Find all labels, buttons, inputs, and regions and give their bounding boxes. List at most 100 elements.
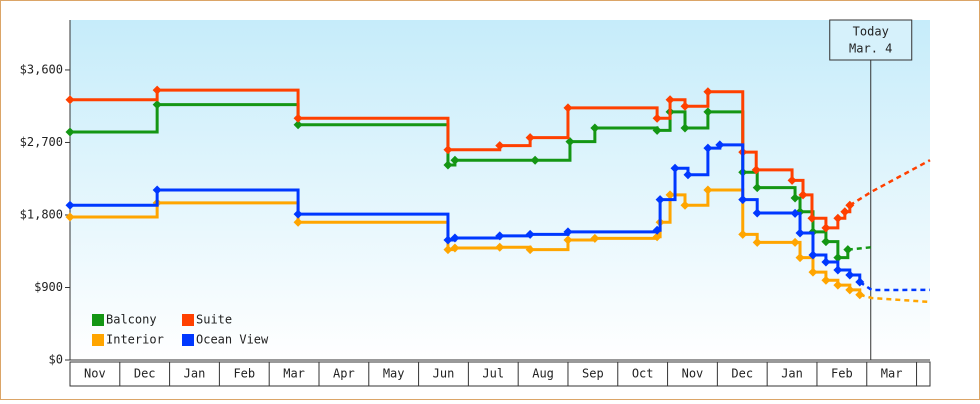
point: [751, 165, 761, 175]
y-tick-label: $3,600: [20, 62, 63, 76]
x-tick-label: Feb: [831, 367, 853, 381]
point: [665, 95, 675, 105]
point: [495, 242, 505, 252]
x-tick-label: Jul: [482, 367, 504, 381]
point: [65, 95, 75, 105]
point: [790, 208, 800, 218]
point: [530, 155, 540, 165]
point: [152, 185, 162, 195]
point: [821, 275, 831, 285]
point: [855, 277, 865, 287]
point: [703, 185, 713, 195]
point: [833, 265, 843, 275]
point: [590, 123, 600, 133]
point: [798, 190, 808, 200]
point: [65, 212, 75, 222]
legend-label: Ocean View: [196, 333, 269, 347]
x-tick-label: Jun: [433, 367, 455, 381]
point: [738, 195, 748, 205]
point: [845, 285, 855, 295]
point: [807, 213, 817, 223]
point: [680, 200, 690, 210]
point: [495, 141, 505, 151]
point: [683, 170, 693, 180]
legend-swatch: [92, 314, 104, 326]
point: [65, 200, 75, 210]
point: [821, 257, 831, 267]
point: [652, 125, 662, 135]
x-tick-label: Jan: [781, 367, 803, 381]
point: [795, 253, 805, 263]
point: [450, 243, 460, 253]
x-tick-label: Nov: [84, 367, 106, 381]
point: [152, 100, 162, 110]
point: [795, 228, 805, 238]
point: [843, 245, 853, 255]
point: [563, 227, 573, 237]
x-tick-label: Nov: [682, 367, 704, 381]
point: [450, 155, 460, 165]
point: [821, 237, 831, 247]
point: [833, 280, 843, 290]
point: [443, 235, 453, 245]
point: [495, 231, 505, 241]
point: [525, 133, 535, 143]
point: [738, 229, 748, 239]
x-tick-label: Aug: [532, 367, 554, 381]
point: [655, 195, 665, 205]
point: [680, 101, 690, 111]
point: [652, 225, 662, 235]
point: [752, 183, 762, 193]
y-tick-label: $1,800: [20, 207, 63, 221]
point: [715, 140, 725, 150]
point: [790, 237, 800, 247]
point: [443, 160, 453, 170]
x-tick-label: May: [383, 367, 405, 381]
point: [652, 113, 662, 123]
x-tick-label: Feb: [233, 367, 255, 381]
point: [293, 217, 303, 227]
point: [821, 223, 831, 233]
legend-swatch: [182, 314, 194, 326]
point: [563, 235, 573, 245]
point: [443, 145, 453, 155]
x-tick-label: Jan: [184, 367, 206, 381]
y-tick-label: $2,700: [20, 135, 63, 149]
point: [665, 190, 675, 200]
point: [590, 233, 600, 243]
point: [845, 270, 855, 280]
today-label: Today: [853, 25, 889, 39]
point: [790, 193, 800, 203]
point: [752, 237, 762, 247]
point: [563, 103, 573, 113]
point: [845, 200, 855, 210]
x-tick-label: Dec: [134, 367, 156, 381]
point: [565, 137, 575, 147]
legend-swatch: [182, 334, 194, 346]
today-label: Mar. 4: [849, 42, 892, 56]
point: [833, 213, 843, 223]
x-tick-label: Oct: [632, 367, 654, 381]
x-tick-label: Mar: [283, 367, 305, 381]
point: [65, 127, 75, 137]
y-tick-label: $0: [49, 353, 63, 367]
point: [443, 245, 453, 255]
projection-line: [859, 280, 931, 292]
point: [652, 232, 662, 242]
legend-label: Balcony: [106, 313, 157, 327]
point: [293, 209, 303, 219]
point: [293, 120, 303, 130]
x-tick-label: Apr: [333, 367, 355, 381]
today-box: [829, 19, 913, 61]
point: [703, 143, 713, 153]
x-tick-label: Mar: [881, 367, 903, 381]
point: [787, 175, 797, 185]
point: [855, 290, 865, 300]
legend-label: Suite: [196, 313, 232, 327]
point: [450, 233, 460, 243]
point: [808, 250, 818, 260]
legend-label: Interior: [106, 333, 164, 347]
point: [293, 113, 303, 123]
point: [703, 87, 713, 97]
